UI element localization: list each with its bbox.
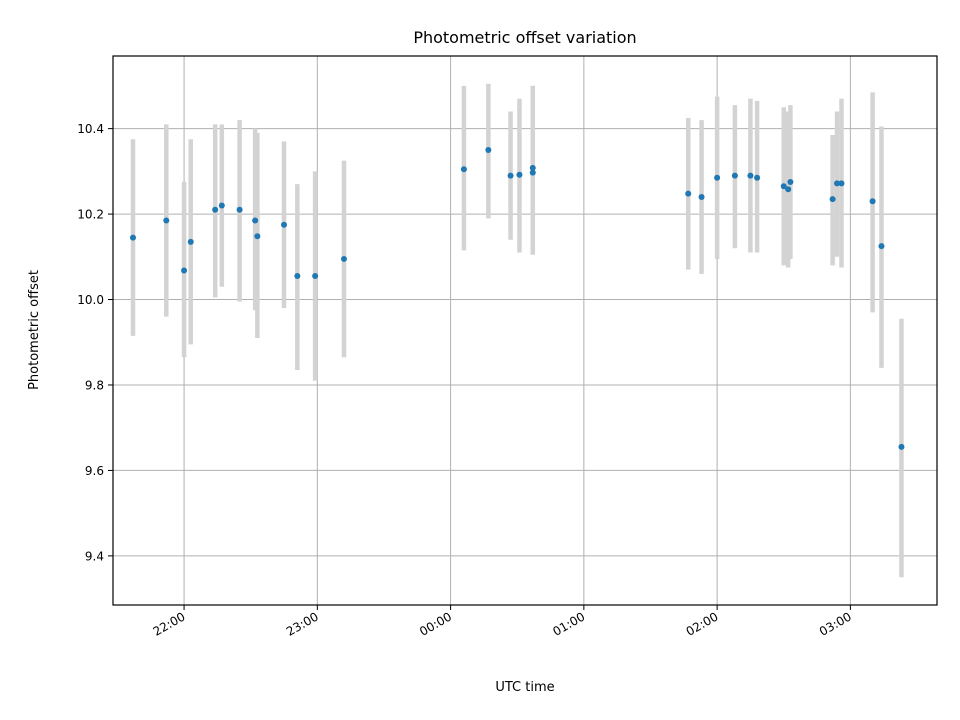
data-point [685,190,692,197]
plot-frame [112,55,938,606]
chart-title: Photometric offset variation [413,28,636,47]
y-tick-label: 9.6 [85,464,104,478]
data-point [181,267,188,274]
data-point [236,206,243,213]
data-point [129,234,136,241]
data-point [312,273,319,280]
data-point [785,186,792,193]
data-point [163,217,170,224]
data-point [485,146,492,153]
data-point [529,164,536,171]
data-point [254,233,261,240]
x-tick-label: 03:00 [817,609,854,638]
data-point [294,273,301,280]
data-point [829,196,836,203]
x-axis-ticks: 22:00 23:00 00:00 01:00 02:00 03:00 [151,605,854,639]
y-tick-label: 10.2 [77,208,104,222]
data-point [698,193,705,200]
data-point [529,169,536,176]
data-point [212,206,219,213]
data-point [714,174,721,181]
y-axis-ticks: 9.4 9.6 9.8 10.0 10.2 10.4 [77,122,113,563]
error-bars [130,83,904,578]
data-point [507,172,514,179]
data-point [187,238,194,245]
x-tick-label: 02:00 [684,609,721,638]
data-point [340,255,347,262]
y-tick-label: 10.0 [77,293,104,307]
y-tick-label: 9.8 [85,378,104,392]
data-point [878,243,885,250]
x-tick-label: 00:00 [417,609,454,638]
data-point [869,198,876,205]
x-tick-label: 23:00 [284,609,321,638]
data-point [754,174,761,181]
data-points [129,146,905,450]
data-point [460,166,467,173]
y-tick-label: 10.4 [77,122,104,136]
data-point [218,202,225,209]
data-point [281,221,288,228]
data-point [516,171,523,178]
x-tick-label: 01:00 [550,609,587,638]
y-tick-label: 9.4 [85,549,104,563]
data-point [747,172,754,179]
data-point [780,183,787,190]
x-tick-label: 22:00 [151,609,188,638]
data-point [898,443,905,450]
grid-lines [113,56,937,605]
y-axis-label: Photometric offset [27,270,42,390]
data-point [834,180,841,187]
x-axis-label: UTC time [495,680,554,695]
data-point [787,179,794,186]
data-point [731,172,738,179]
data-point [838,180,845,187]
data-point [252,217,259,224]
